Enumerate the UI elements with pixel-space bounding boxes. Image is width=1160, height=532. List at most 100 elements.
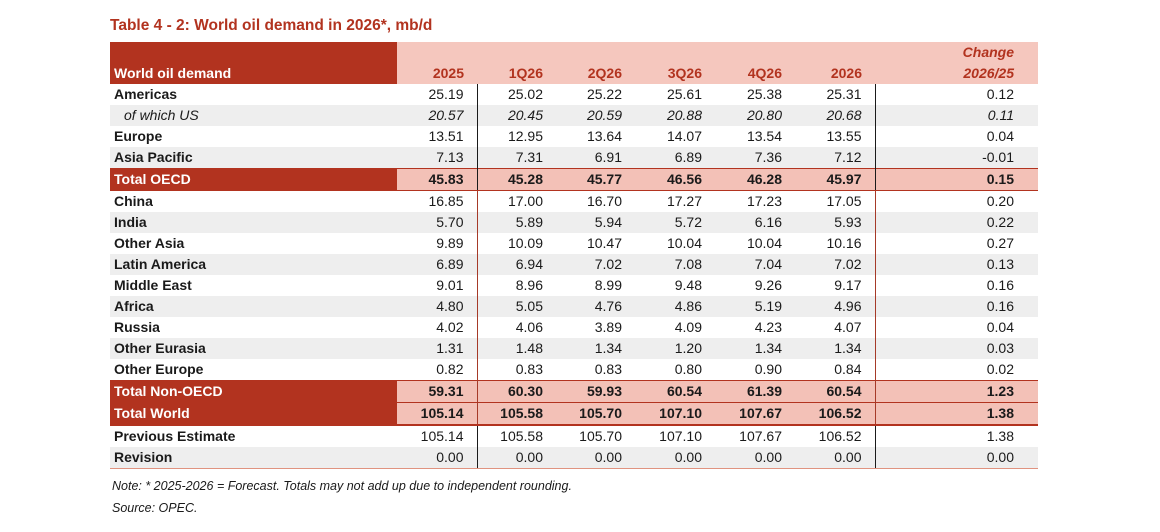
- column-header-2025: 2025: [397, 63, 477, 84]
- cell-3q26: 0.00: [635, 447, 715, 469]
- cell-1q26: 17.00: [477, 190, 556, 212]
- table-row-russia: Russia 4.02 4.06 3.89 4.09 4.23 4.07 0.04: [110, 317, 1038, 338]
- cell-3q26: 9.48: [635, 275, 715, 296]
- cell-4q26: 46.28: [715, 168, 795, 191]
- cell-3q26: 60.54: [635, 380, 715, 403]
- cell-4q26: 17.23: [715, 190, 795, 212]
- cell-1q26: 60.30: [477, 380, 556, 403]
- cell-4q26: 4.23: [715, 317, 795, 338]
- table-source: Source: OPEC.: [112, 501, 198, 515]
- cell-2026: 60.54: [795, 380, 876, 403]
- cell-change: 0.00: [875, 447, 1038, 469]
- cell-2026: 0.00: [795, 447, 876, 469]
- cell-4q26: 25.38: [715, 84, 795, 105]
- cell-change: 0.27: [875, 233, 1038, 254]
- cell-1q26: 25.02: [477, 84, 556, 105]
- cell-2q26: 5.94: [556, 212, 635, 233]
- table-row-middle-east: Middle East 9.01 8.96 8.99 9.48 9.26 9.17 0.16: [110, 275, 1038, 296]
- row-label: Other Eurasia: [110, 338, 397, 359]
- cell-2q26: 1.34: [556, 338, 635, 359]
- cell-change: 0.22: [875, 212, 1038, 233]
- cell-4q26: 7.36: [715, 147, 795, 169]
- world-oil-demand-table: World oil demand Change 2025 1Q26 2Q26 3Q26…: [110, 42, 1038, 469]
- cell-3q26: 46.56: [635, 168, 715, 191]
- row-label: Other Asia: [110, 233, 397, 254]
- cell-2025: 5.70: [397, 212, 478, 233]
- cell-4q26: 20.80: [715, 105, 795, 126]
- cell-3q26: 25.61: [635, 84, 715, 105]
- table-row-other-eurasia: Other Eurasia 1.31 1.48 1.34 1.20 1.34 1.34 0.0…: [110, 338, 1038, 359]
- cell-4q26: 5.19: [715, 296, 795, 317]
- cell-2026: 0.84: [795, 359, 876, 381]
- cell-1q26: 105.58: [477, 402, 556, 426]
- cell-change: 0.16: [875, 275, 1038, 296]
- cell-2026: 106.52: [795, 425, 876, 447]
- cell-3q26: 5.72: [635, 212, 715, 233]
- cell-3q26: 4.09: [635, 317, 715, 338]
- cell-1q26: 12.95: [477, 126, 556, 147]
- cell-2025: 7.13: [397, 147, 478, 169]
- row-label: Total OECD: [110, 168, 397, 191]
- row-label: Americas: [110, 84, 397, 105]
- cell-3q26: 10.04: [635, 233, 715, 254]
- cell-2025: 59.31: [397, 380, 478, 403]
- row-label: Africa: [110, 296, 397, 317]
- cell-2026: 17.05: [795, 190, 876, 212]
- column-header-1q26: 1Q26: [477, 63, 556, 84]
- cell-2026: 4.96: [795, 296, 876, 317]
- table-row-revision: Revision 0.00 0.00 0.00 0.00 0.00 0.00 0.00: [110, 447, 1038, 469]
- cell-2025: 105.14: [397, 425, 478, 447]
- cell-1q26: 6.94: [477, 254, 556, 275]
- column-header-3q26: 3Q26: [635, 63, 715, 84]
- cell-1q26: 5.89: [477, 212, 556, 233]
- cell-4q26: 9.26: [715, 275, 795, 296]
- table-row-asia-pacific: Asia Pacific 7.13 7.31 6.91 6.89 7.36 7.12 -0.0…: [110, 147, 1038, 169]
- table-row-total-oecd: Total OECD 45.83 45.28 45.77 46.56 46.28 45.97…: [110, 168, 1038, 191]
- table-body: Americas 25.19 25.02 25.22 25.61 25.38 25.31 0.…: [110, 84, 1038, 469]
- cell-2026: 5.93: [795, 212, 876, 233]
- header-label-cell: World oil demand: [110, 42, 397, 84]
- cell-change: 0.16: [875, 296, 1038, 317]
- cell-2q26: 20.59: [556, 105, 635, 126]
- table-row-other-europe: Other Europe 0.82 0.83 0.83 0.80 0.90 0.84 0.02: [110, 359, 1038, 381]
- cell-change: 0.11: [875, 105, 1038, 126]
- row-label: Previous Estimate: [110, 425, 397, 447]
- cell-4q26: 6.16: [715, 212, 795, 233]
- cell-1q26: 105.58: [477, 425, 556, 447]
- cell-4q26: 61.39: [715, 380, 795, 403]
- table-title: Table 4 - 2: World oil demand in 2026*, …: [110, 17, 433, 34]
- table-row-of-which-us: of which US 20.57 20.45 20.59 20.88 20.80 20.6…: [110, 105, 1038, 126]
- cell-2025: 0.00: [397, 447, 478, 469]
- cell-1q26: 8.96: [477, 275, 556, 296]
- cell-2026: 106.52: [795, 402, 876, 426]
- cell-1q26: 0.83: [477, 359, 556, 381]
- cell-2025: 105.14: [397, 402, 478, 426]
- cell-4q26: 1.34: [715, 338, 795, 359]
- cell-2025: 13.51: [397, 126, 478, 147]
- cell-2026: 9.17: [795, 275, 876, 296]
- cell-3q26: 20.88: [635, 105, 715, 126]
- cell-2026: 10.16: [795, 233, 876, 254]
- cell-1q26: 1.48: [477, 338, 556, 359]
- cell-4q26: 107.67: [715, 425, 795, 447]
- cell-2q26: 10.47: [556, 233, 635, 254]
- cell-2026: 1.34: [795, 338, 876, 359]
- cell-2026: 7.12: [795, 147, 876, 169]
- column-header-change-sub: 2026/25: [875, 63, 1038, 84]
- report-page: Table 4 - 2: World oil demand in 2026*, …: [110, 17, 1038, 515]
- cell-2025: 9.01: [397, 275, 478, 296]
- cell-2025: 6.89: [397, 254, 478, 275]
- header-row-change: World oil demand Change: [110, 42, 1038, 84]
- cell-2q26: 8.99: [556, 275, 635, 296]
- row-label: China: [110, 190, 397, 212]
- cell-2026: 20.68: [795, 105, 876, 126]
- row-label: Russia: [110, 317, 397, 338]
- cell-change: 0.02: [875, 359, 1038, 381]
- cell-2q26: 0.83: [556, 359, 635, 381]
- cell-change: 0.20: [875, 190, 1038, 212]
- cell-2q26: 13.64: [556, 126, 635, 147]
- cell-2025: 1.31: [397, 338, 478, 359]
- cell-1q26: 45.28: [477, 168, 556, 191]
- cell-2q26: 45.77: [556, 168, 635, 191]
- cell-3q26: 7.08: [635, 254, 715, 275]
